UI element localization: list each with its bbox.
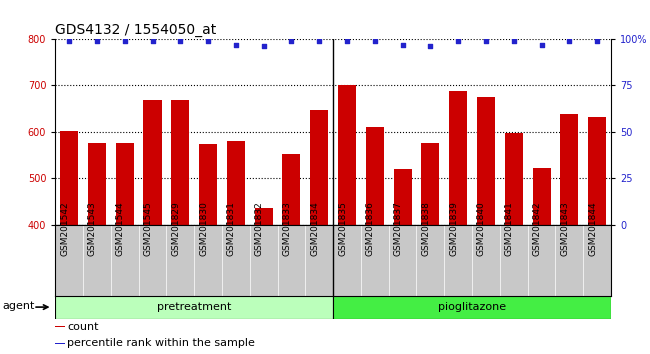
Bar bbox=[144, 100, 162, 354]
Bar bbox=[116, 143, 134, 354]
Text: GSM201835: GSM201835 bbox=[338, 201, 347, 256]
Text: agent: agent bbox=[3, 301, 35, 311]
Text: count: count bbox=[67, 322, 98, 332]
Text: GSM201834: GSM201834 bbox=[310, 201, 319, 256]
Bar bbox=[366, 127, 384, 354]
Text: GSM201830: GSM201830 bbox=[199, 201, 208, 256]
Bar bbox=[338, 85, 356, 354]
Point bbox=[231, 42, 241, 47]
Point bbox=[64, 38, 74, 44]
Bar bbox=[421, 143, 439, 354]
Text: GDS4132 / 1554050_at: GDS4132 / 1554050_at bbox=[55, 23, 216, 36]
Point bbox=[397, 42, 408, 47]
Bar bbox=[227, 141, 245, 354]
Point bbox=[536, 42, 547, 47]
Point bbox=[286, 38, 296, 44]
Text: GSM201829: GSM201829 bbox=[172, 201, 180, 256]
Bar bbox=[55, 296, 333, 319]
Bar bbox=[60, 131, 78, 354]
Text: GSM201839: GSM201839 bbox=[449, 201, 458, 256]
Bar bbox=[333, 296, 611, 319]
Text: GSM201831: GSM201831 bbox=[227, 201, 236, 256]
Bar bbox=[171, 100, 189, 354]
Point bbox=[453, 38, 463, 44]
Text: GSM201843: GSM201843 bbox=[560, 201, 569, 256]
Bar bbox=[310, 110, 328, 354]
Point bbox=[92, 38, 102, 44]
Text: GSM201841: GSM201841 bbox=[505, 201, 514, 256]
Point bbox=[592, 38, 603, 44]
Bar bbox=[199, 144, 217, 354]
Bar bbox=[532, 168, 551, 354]
Bar bbox=[393, 170, 411, 354]
Point bbox=[120, 38, 130, 44]
Text: GSM201832: GSM201832 bbox=[255, 201, 264, 256]
Point bbox=[425, 44, 436, 49]
Bar bbox=[282, 154, 300, 354]
Text: GSM201542: GSM201542 bbox=[60, 201, 69, 256]
Bar bbox=[588, 116, 606, 354]
Bar bbox=[55, 343, 65, 344]
Bar bbox=[88, 143, 106, 354]
Bar bbox=[55, 326, 65, 327]
Text: pioglitazone: pioglitazone bbox=[438, 302, 506, 312]
Bar bbox=[449, 91, 467, 354]
Bar bbox=[477, 97, 495, 354]
Point bbox=[203, 38, 213, 44]
Bar bbox=[255, 208, 273, 354]
Point bbox=[508, 38, 519, 44]
Point bbox=[370, 38, 380, 44]
Text: GSM201543: GSM201543 bbox=[88, 201, 97, 256]
Point bbox=[259, 44, 269, 49]
Text: GSM201837: GSM201837 bbox=[394, 201, 402, 256]
Point bbox=[481, 38, 491, 44]
Text: GSM201833: GSM201833 bbox=[283, 201, 291, 256]
Text: GSM201838: GSM201838 bbox=[421, 201, 430, 256]
Point bbox=[564, 38, 575, 44]
Bar bbox=[504, 133, 523, 354]
Text: GSM201842: GSM201842 bbox=[532, 201, 541, 256]
Text: GSM201844: GSM201844 bbox=[588, 201, 597, 256]
Point bbox=[148, 38, 158, 44]
Text: GSM201544: GSM201544 bbox=[116, 201, 125, 256]
Text: pretreatment: pretreatment bbox=[157, 302, 231, 312]
Point bbox=[342, 38, 352, 44]
Point bbox=[314, 38, 324, 44]
Bar bbox=[560, 114, 578, 354]
Text: GSM201545: GSM201545 bbox=[144, 201, 153, 256]
Point bbox=[175, 38, 185, 44]
Text: GSM201836: GSM201836 bbox=[366, 201, 375, 256]
Text: GSM201840: GSM201840 bbox=[477, 201, 486, 256]
Text: percentile rank within the sample: percentile rank within the sample bbox=[67, 338, 255, 348]
